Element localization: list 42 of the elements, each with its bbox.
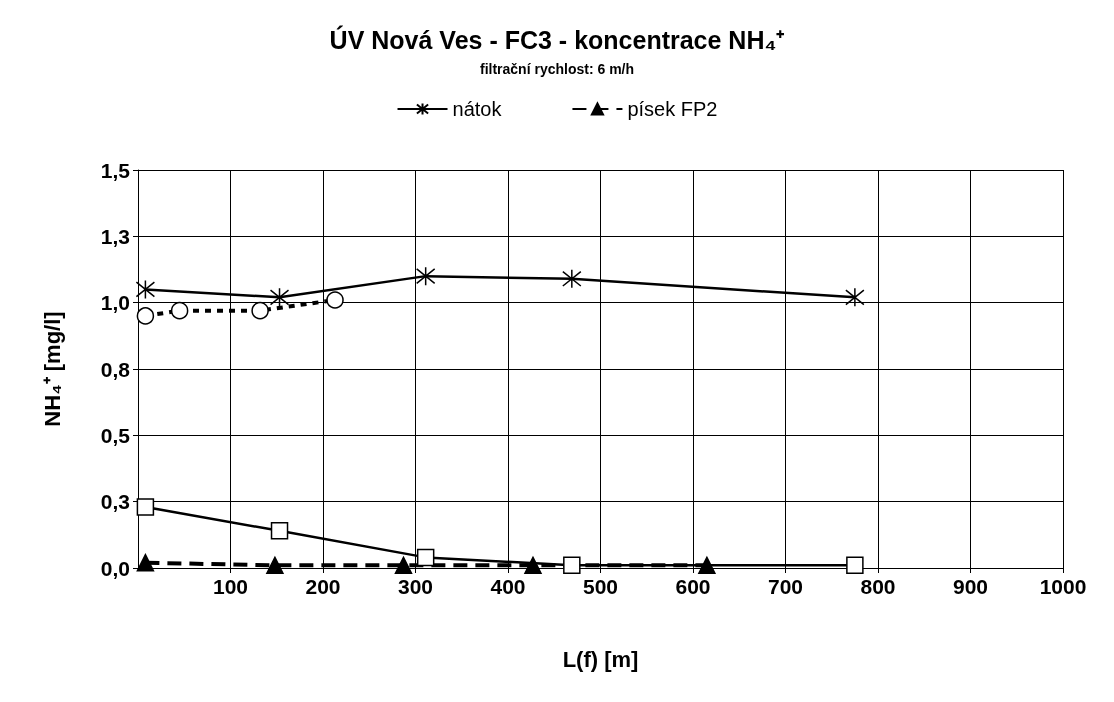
y-tick-label: 0,0	[100, 556, 130, 580]
x-axis-title: L(f) [m]	[562, 646, 639, 672]
y-tick-label: 0,5	[100, 423, 131, 447]
y-tick-label: 1,5	[100, 158, 131, 182]
point	[846, 556, 864, 575]
point	[326, 291, 344, 309]
point	[170, 301, 189, 320]
x-tick-label: 1000	[1039, 575, 1087, 598]
point	[136, 553, 155, 572]
y-tick-label: 1,0	[100, 291, 130, 315]
point	[845, 287, 865, 308]
x-tick-label: 400	[490, 575, 526, 598]
x-tick-label: 500	[582, 575, 619, 598]
legend-label: nátok	[452, 98, 503, 120]
x-tick-label: 600	[675, 575, 711, 598]
chart-title: ÚV Nová Ves - FC3 - koncentrace NH₄⁺	[329, 24, 786, 54]
x-tick-label: 800	[860, 575, 896, 598]
point	[394, 556, 413, 575]
x-tick-label: 900	[952, 575, 989, 598]
point	[698, 556, 716, 575]
point	[135, 279, 156, 300]
x-tick-label: 300	[397, 575, 434, 598]
x-tick-label: 700	[767, 575, 804, 598]
point	[524, 556, 542, 575]
point	[270, 522, 289, 540]
point	[562, 269, 582, 289]
y-tick-label: 0,3	[100, 490, 130, 514]
x-tick-label: 100	[212, 575, 249, 598]
y-axis-title: NH₄⁺ [mg/l]	[39, 311, 65, 427]
chart-subtitle: filtrační rychlost: 6 m/h	[479, 61, 635, 77]
y-tick-label: 1,3	[100, 224, 130, 248]
point	[269, 287, 290, 308]
point	[136, 307, 155, 325]
point	[136, 498, 155, 516]
y-tick-label: 0,8	[100, 357, 131, 381]
point	[416, 548, 435, 567]
point	[563, 556, 581, 575]
point	[251, 301, 269, 320]
point	[415, 266, 436, 286]
x-tick-label: 200	[305, 575, 341, 598]
point	[266, 556, 284, 575]
legend-label: písek FP2	[627, 98, 718, 120]
